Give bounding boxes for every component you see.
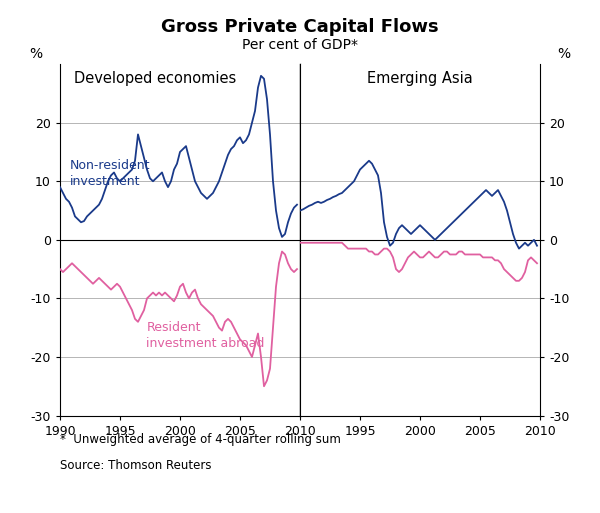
- Text: %: %: [557, 47, 571, 61]
- Text: *  Unweighted average of 4-quarter rolling sum: * Unweighted average of 4-quarter rollin…: [60, 433, 341, 446]
- Text: Per cent of GDP*: Per cent of GDP*: [242, 38, 358, 52]
- Text: Source: Thomson Reuters: Source: Thomson Reuters: [60, 459, 212, 472]
- Text: Resident
investment abroad: Resident investment abroad: [146, 321, 265, 350]
- Text: Emerging Asia: Emerging Asia: [367, 71, 473, 86]
- Text: Developed economies: Developed economies: [74, 71, 236, 86]
- Text: Non-resident
investment: Non-resident investment: [70, 159, 150, 188]
- Text: Gross Private Capital Flows: Gross Private Capital Flows: [161, 18, 439, 36]
- Text: %: %: [29, 47, 43, 61]
